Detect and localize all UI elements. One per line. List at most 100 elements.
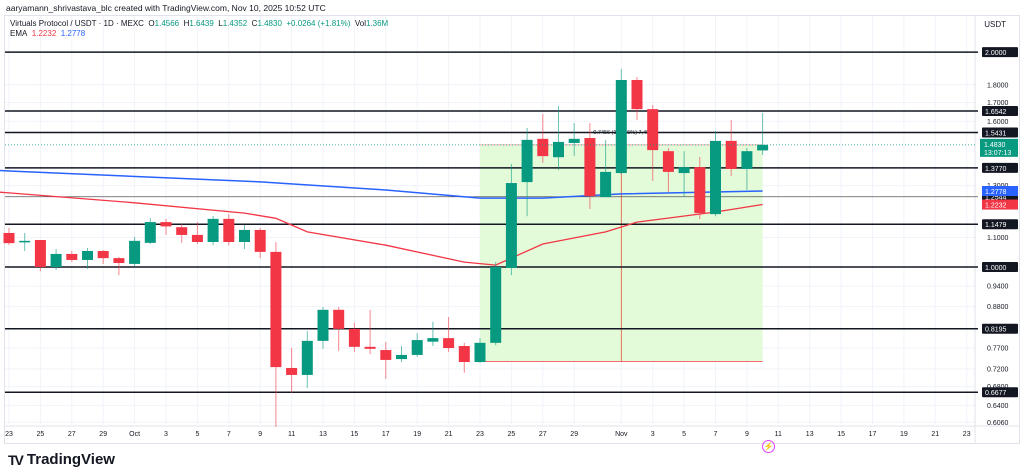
ema-label: EMA	[10, 29, 28, 38]
currency-label[interactable]: USDT	[984, 20, 1006, 29]
time-tick-label: 9	[745, 431, 749, 438]
time-tick-label: 7	[227, 431, 231, 438]
candle-up	[411, 340, 423, 355]
candle-down	[160, 222, 172, 227]
time-tick-label: 23	[476, 431, 484, 438]
time-tick-label: 29	[99, 431, 107, 438]
candle-down	[443, 338, 455, 349]
level-price-tag	[982, 219, 1018, 230]
candle-down	[254, 229, 266, 252]
price-tick-label: 1.1000	[987, 235, 1009, 242]
candle-up	[757, 144, 769, 151]
time-tick-label: 23	[963, 431, 971, 438]
candle-down	[97, 250, 109, 259]
time-tick-label: Nov	[615, 431, 628, 438]
time-tick-label: 25	[508, 431, 516, 438]
candle-down	[66, 253, 78, 260]
level-price-label: 1.6542	[985, 109, 1007, 116]
low-label: L	[218, 19, 223, 28]
candle-up	[490, 267, 502, 343]
level-price-label: 2.0000	[985, 50, 1007, 57]
candle-down	[631, 80, 643, 110]
candle-down	[34, 240, 46, 267]
level-price-tag	[982, 387, 1018, 398]
ema-price-label: 1.2778	[985, 189, 1007, 196]
time-tick-label: 27	[539, 431, 547, 438]
candle-down	[364, 346, 376, 349]
lightning-icon[interactable]: ⚡	[762, 440, 775, 453]
close-value: 1.4830	[257, 19, 282, 28]
time-tick-label: 21	[445, 431, 453, 438]
level-price-label: 1.0000	[985, 265, 1007, 272]
price-tick-label: 0.8800	[987, 304, 1009, 311]
time-tick-label: 17	[382, 431, 390, 438]
price-tick-label: 0.7200	[987, 366, 1009, 373]
candle-down	[694, 167, 706, 214]
level-price-label: 1.5431	[985, 131, 1007, 138]
time-tick-label: 23	[5, 431, 13, 438]
candle-down	[333, 309, 345, 329]
candle-countdown-label: 13:07:13	[984, 150, 1011, 157]
symbol-title[interactable]: Virtuals Protocol / USDT · 1D · MEXC	[10, 19, 144, 28]
time-tick-label: 5	[195, 431, 199, 438]
ema-price-label: 1.2232	[985, 203, 1007, 210]
time-tick-label: 7	[714, 431, 718, 438]
candle-up	[301, 340, 313, 375]
time-tick-label: 25	[37, 431, 45, 438]
time-tick-label: 29	[570, 431, 578, 438]
price-tick-label: 0.6060	[987, 420, 1009, 427]
candle-up	[568, 138, 580, 143]
price-tick-label: 1.8000	[987, 82, 1009, 89]
candle-down	[537, 138, 549, 157]
time-tick-label: 17	[869, 431, 877, 438]
candle-down	[725, 140, 737, 169]
candle-down	[3, 232, 15, 244]
candle-up	[50, 253, 62, 267]
level-price-tag	[982, 127, 1018, 138]
candle-up	[82, 250, 93, 260]
current-price-label: 1.4830	[984, 142, 1006, 149]
candle-down	[223, 218, 235, 242]
candle-down	[380, 350, 392, 360]
price-tick-label: 0.9400	[987, 284, 1009, 291]
candle-up	[741, 151, 753, 169]
level-price-label: 0.8195	[985, 327, 1007, 334]
tradingview-footer: TV TradingView	[8, 451, 115, 468]
candle-down	[191, 234, 203, 242]
candle-down	[113, 258, 125, 263]
candle-up	[144, 222, 156, 243]
candle-up	[505, 183, 517, 268]
candle-up	[19, 240, 31, 243]
volume-value: 1.36M	[365, 19, 389, 28]
price-tick-label: 0.7700	[987, 346, 1009, 353]
price-tick-label: 1.7000	[987, 100, 1009, 107]
tradingview-logo-icon: TV	[8, 451, 24, 468]
symbol-legend: Virtuals Protocol / USDT · 1D · MEXC O1.…	[10, 19, 388, 39]
open-value: 1.4566	[154, 19, 180, 28]
level-price-label: 1.2544	[985, 195, 1007, 202]
time-tick-label: 19	[900, 431, 908, 438]
change-value: +0.0264 (+1.81%)	[286, 19, 351, 28]
ema-price-tag	[982, 199, 1018, 210]
candle-up	[207, 218, 219, 242]
candle-down	[176, 227, 188, 235]
high-value: 1.6439	[189, 19, 214, 28]
level-price-tag	[982, 105, 1018, 116]
candle-up	[710, 140, 721, 215]
time-tick-label: 9	[258, 431, 262, 438]
candle-up	[521, 139, 533, 183]
candle-up	[600, 171, 612, 198]
time-tick-label: 15	[837, 431, 845, 438]
open-label: O	[148, 19, 155, 28]
tradingview-wordmark: TradingView	[26, 451, 115, 468]
level-price-tag	[982, 262, 1018, 272]
ema-slow-value: 1.2778	[60, 29, 86, 38]
candle-up	[317, 309, 329, 341]
ema-row[interactable]: EMA 1.2232 1.2778	[10, 29, 388, 39]
time-tick-label: 13	[319, 431, 327, 438]
candle-up	[474, 342, 486, 363]
time-tick-label: 3	[651, 431, 655, 438]
candle-up	[553, 141, 564, 158]
candle-down	[647, 109, 659, 151]
